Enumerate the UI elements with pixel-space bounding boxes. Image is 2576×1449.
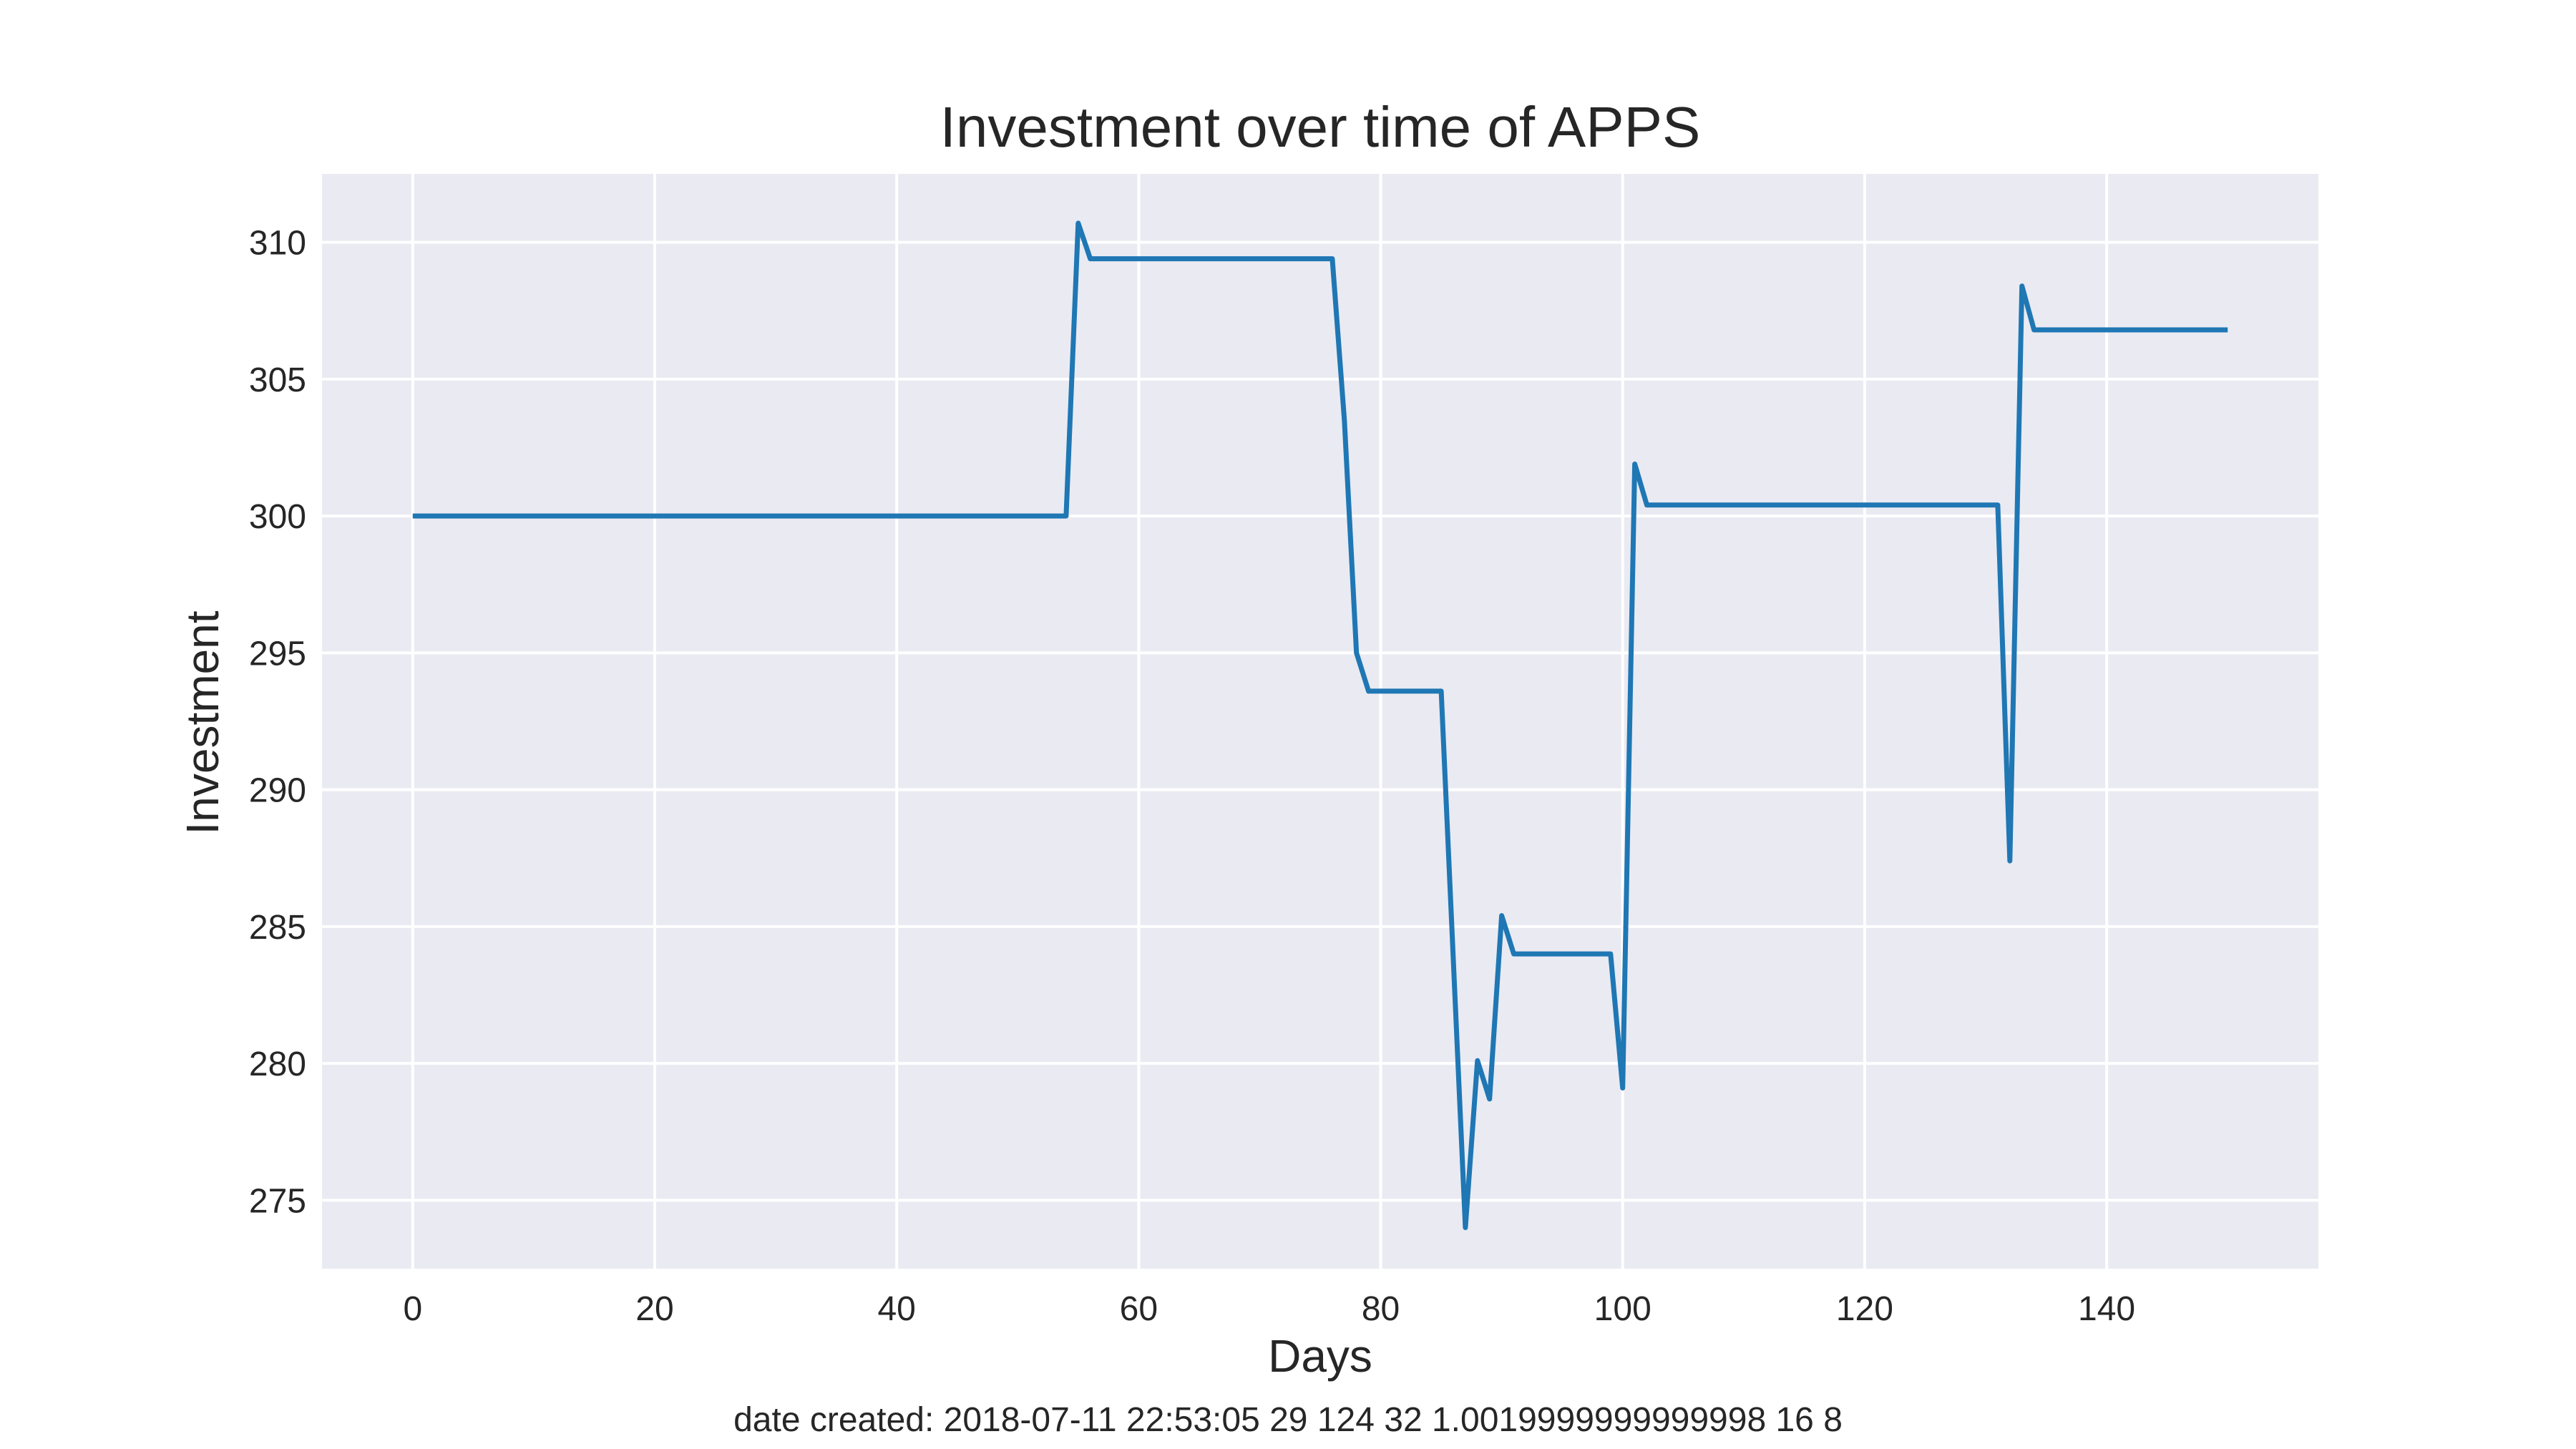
y-tick-label: 310 [249, 225, 306, 263]
x-axis-label: Days [1268, 1330, 1372, 1382]
x-tick-label: 100 [1594, 1290, 1652, 1328]
y-tick-label: 305 [249, 361, 306, 399]
y-tick-labels: 275 280 285 290 295 300 305 310 [249, 225, 306, 1221]
footer-date-created: date created: 2018-07-11 22:53:05 29 124… [733, 1401, 1843, 1439]
x-tick-labels: 0 20 40 60 80 100 120 140 [403, 1290, 2135, 1328]
series-line-1 [412, 220, 2228, 1231]
grid-lines [322, 174, 2318, 1269]
y-tick-label: 290 [249, 772, 306, 810]
x-tick-label: 40 [877, 1290, 915, 1328]
series-group [412, 220, 2228, 1231]
x-tick-label: 60 [1120, 1290, 1158, 1328]
x-tick-label: 140 [2078, 1290, 2135, 1328]
y-tick-label: 280 [249, 1045, 306, 1083]
y-axis-label: Investment [177, 610, 228, 834]
y-tick-label: 295 [249, 635, 306, 673]
y-tick-label: 300 [249, 498, 306, 536]
x-tick-label: 120 [1836, 1290, 1893, 1328]
x-tick-label: 0 [403, 1290, 422, 1328]
x-tick-label: 20 [635, 1290, 673, 1328]
chart-title: Investment over time of APPS [940, 95, 1701, 159]
y-tick-label: 285 [249, 909, 306, 947]
y-tick-label: 275 [249, 1182, 306, 1220]
x-tick-label: 80 [1362, 1290, 1400, 1328]
